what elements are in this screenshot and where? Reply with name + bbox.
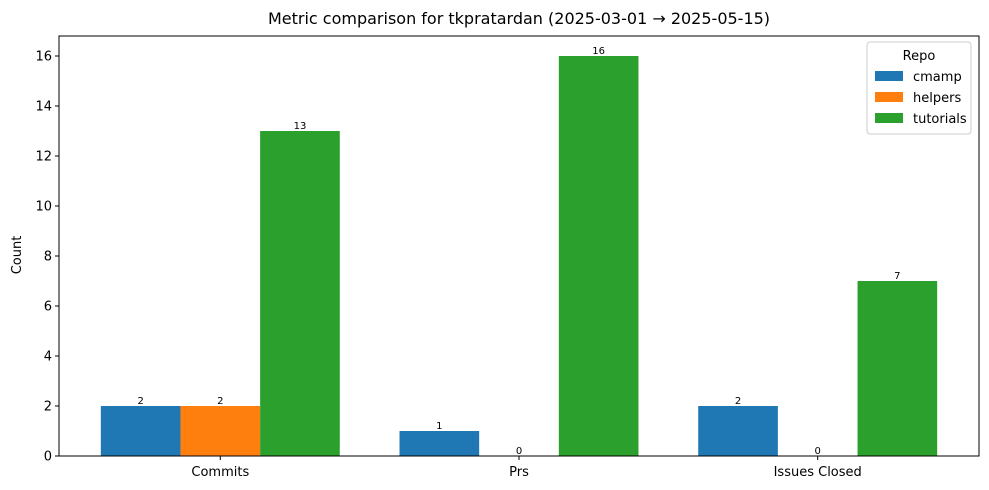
y-tick-label: 10 — [35, 200, 52, 215]
data-label: 2 — [137, 396, 143, 407]
chart-title: Metric comparison for tkpratardan (2025-… — [268, 9, 770, 28]
data-label: 2 — [217, 396, 223, 407]
bar-tutorials-commits — [260, 131, 340, 456]
bar-tutorials-issues-closed — [857, 281, 938, 456]
x-tick-label: Prs — [509, 465, 529, 480]
data-label: 16 — [592, 46, 605, 57]
x-tick-label: Commits — [191, 465, 249, 480]
bar-cmamp-prs — [399, 431, 480, 456]
legend-title: Repo — [903, 49, 936, 64]
legend-swatch-helpers — [875, 92, 903, 102]
bar-cmamp-commits — [100, 406, 181, 456]
data-label: 0 — [815, 446, 821, 457]
y-axis: 0 2 4 6 8 10 12 14 16 — [35, 50, 59, 465]
data-label: 13 — [294, 121, 307, 132]
y-tick-label: 14 — [35, 100, 52, 115]
data-label: 7 — [894, 271, 900, 282]
y-tick-label: 16 — [35, 50, 52, 65]
data-label: 0 — [516, 446, 522, 457]
y-tick-label: 0 — [44, 450, 52, 465]
plot-area-frame — [58, 35, 980, 457]
x-axis: Commits Prs Issues Closed — [191, 456, 862, 480]
y-axis-label: Count — [10, 236, 25, 275]
data-label: 1 — [436, 421, 442, 432]
legend-box — [866, 41, 972, 135]
bar-cmamp-issues-closed — [698, 406, 778, 456]
legend-swatch-tutorials — [875, 113, 903, 123]
x-tick-label: Issues Closed — [774, 465, 862, 480]
data-labels-group: 2 1 2 2 0 0 13 16 7 — [137, 46, 900, 457]
legend-entry-tutorials: tutorials — [913, 112, 967, 127]
y-tick-label: 2 — [44, 400, 52, 415]
y-tick-label: 4 — [44, 350, 52, 365]
bar-helpers-commits — [180, 406, 261, 456]
legend-entry-cmamp: cmamp — [913, 70, 962, 85]
y-tick-label: 6 — [44, 300, 52, 315]
data-label: 2 — [735, 396, 741, 407]
y-tick-label: 12 — [35, 150, 52, 165]
bars-group — [100, 56, 938, 456]
bar-tutorials-prs — [558, 56, 639, 456]
legend: Repo cmamp helpers tutorials — [866, 41, 972, 135]
y-tick-label: 8 — [44, 250, 52, 265]
legend-swatch-cmamp — [875, 71, 903, 81]
legend-entry-helpers: helpers — [913, 91, 961, 106]
